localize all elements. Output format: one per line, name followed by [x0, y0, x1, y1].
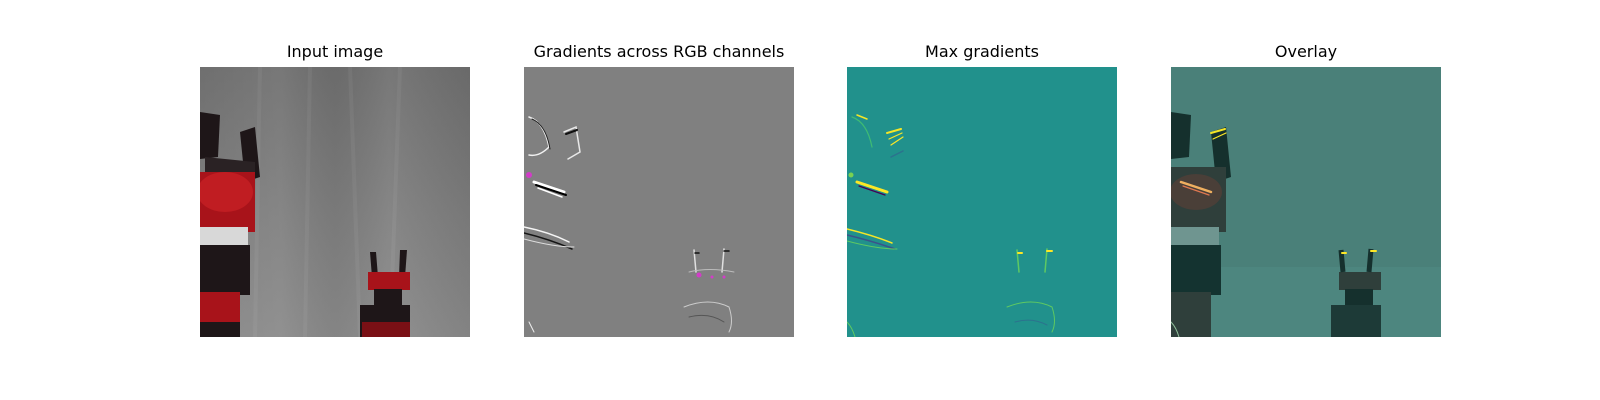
- max-gradient-highlight: [848, 172, 854, 178]
- gradients-rgb-canvas: [524, 67, 794, 337]
- overlay-image: [1171, 67, 1441, 337]
- panel-title: Input image: [286, 42, 384, 61]
- max-gradients-image: [847, 67, 1117, 337]
- overlay-robot-right: [1331, 248, 1381, 337]
- gradient-highlight: [710, 275, 714, 279]
- panel-title: Max gradients: [925, 42, 1039, 61]
- robot-arm-left: [200, 112, 260, 337]
- input-image-canvas: [200, 67, 470, 337]
- max-gradient-edges: [847, 114, 1055, 337]
- robot-arm-right: [360, 250, 410, 337]
- overlay-highlights: [1171, 128, 1377, 337]
- panel-gradients-rgb: Gradients across RGB channels: [524, 0, 794, 400]
- gradients-rgb-image: [524, 67, 794, 337]
- overlay-canvas: [1171, 67, 1441, 337]
- gradient-highlight: [722, 275, 726, 279]
- panel-input-image: Input image: [200, 0, 470, 400]
- panel-title: Gradients across RGB channels: [533, 42, 785, 61]
- panel-overlay: Overlay: [1171, 0, 1441, 400]
- panel-title: Overlay: [1274, 42, 1338, 61]
- max-gradients-canvas: [847, 67, 1117, 337]
- panel-max-gradients: Max gradients: [847, 0, 1117, 400]
- gradient-edges: [524, 116, 735, 333]
- overlay-robot-left: [1171, 112, 1231, 337]
- gradient-highlight: [526, 172, 532, 178]
- gradient-highlight: [696, 272, 702, 278]
- input-image: [200, 67, 470, 337]
